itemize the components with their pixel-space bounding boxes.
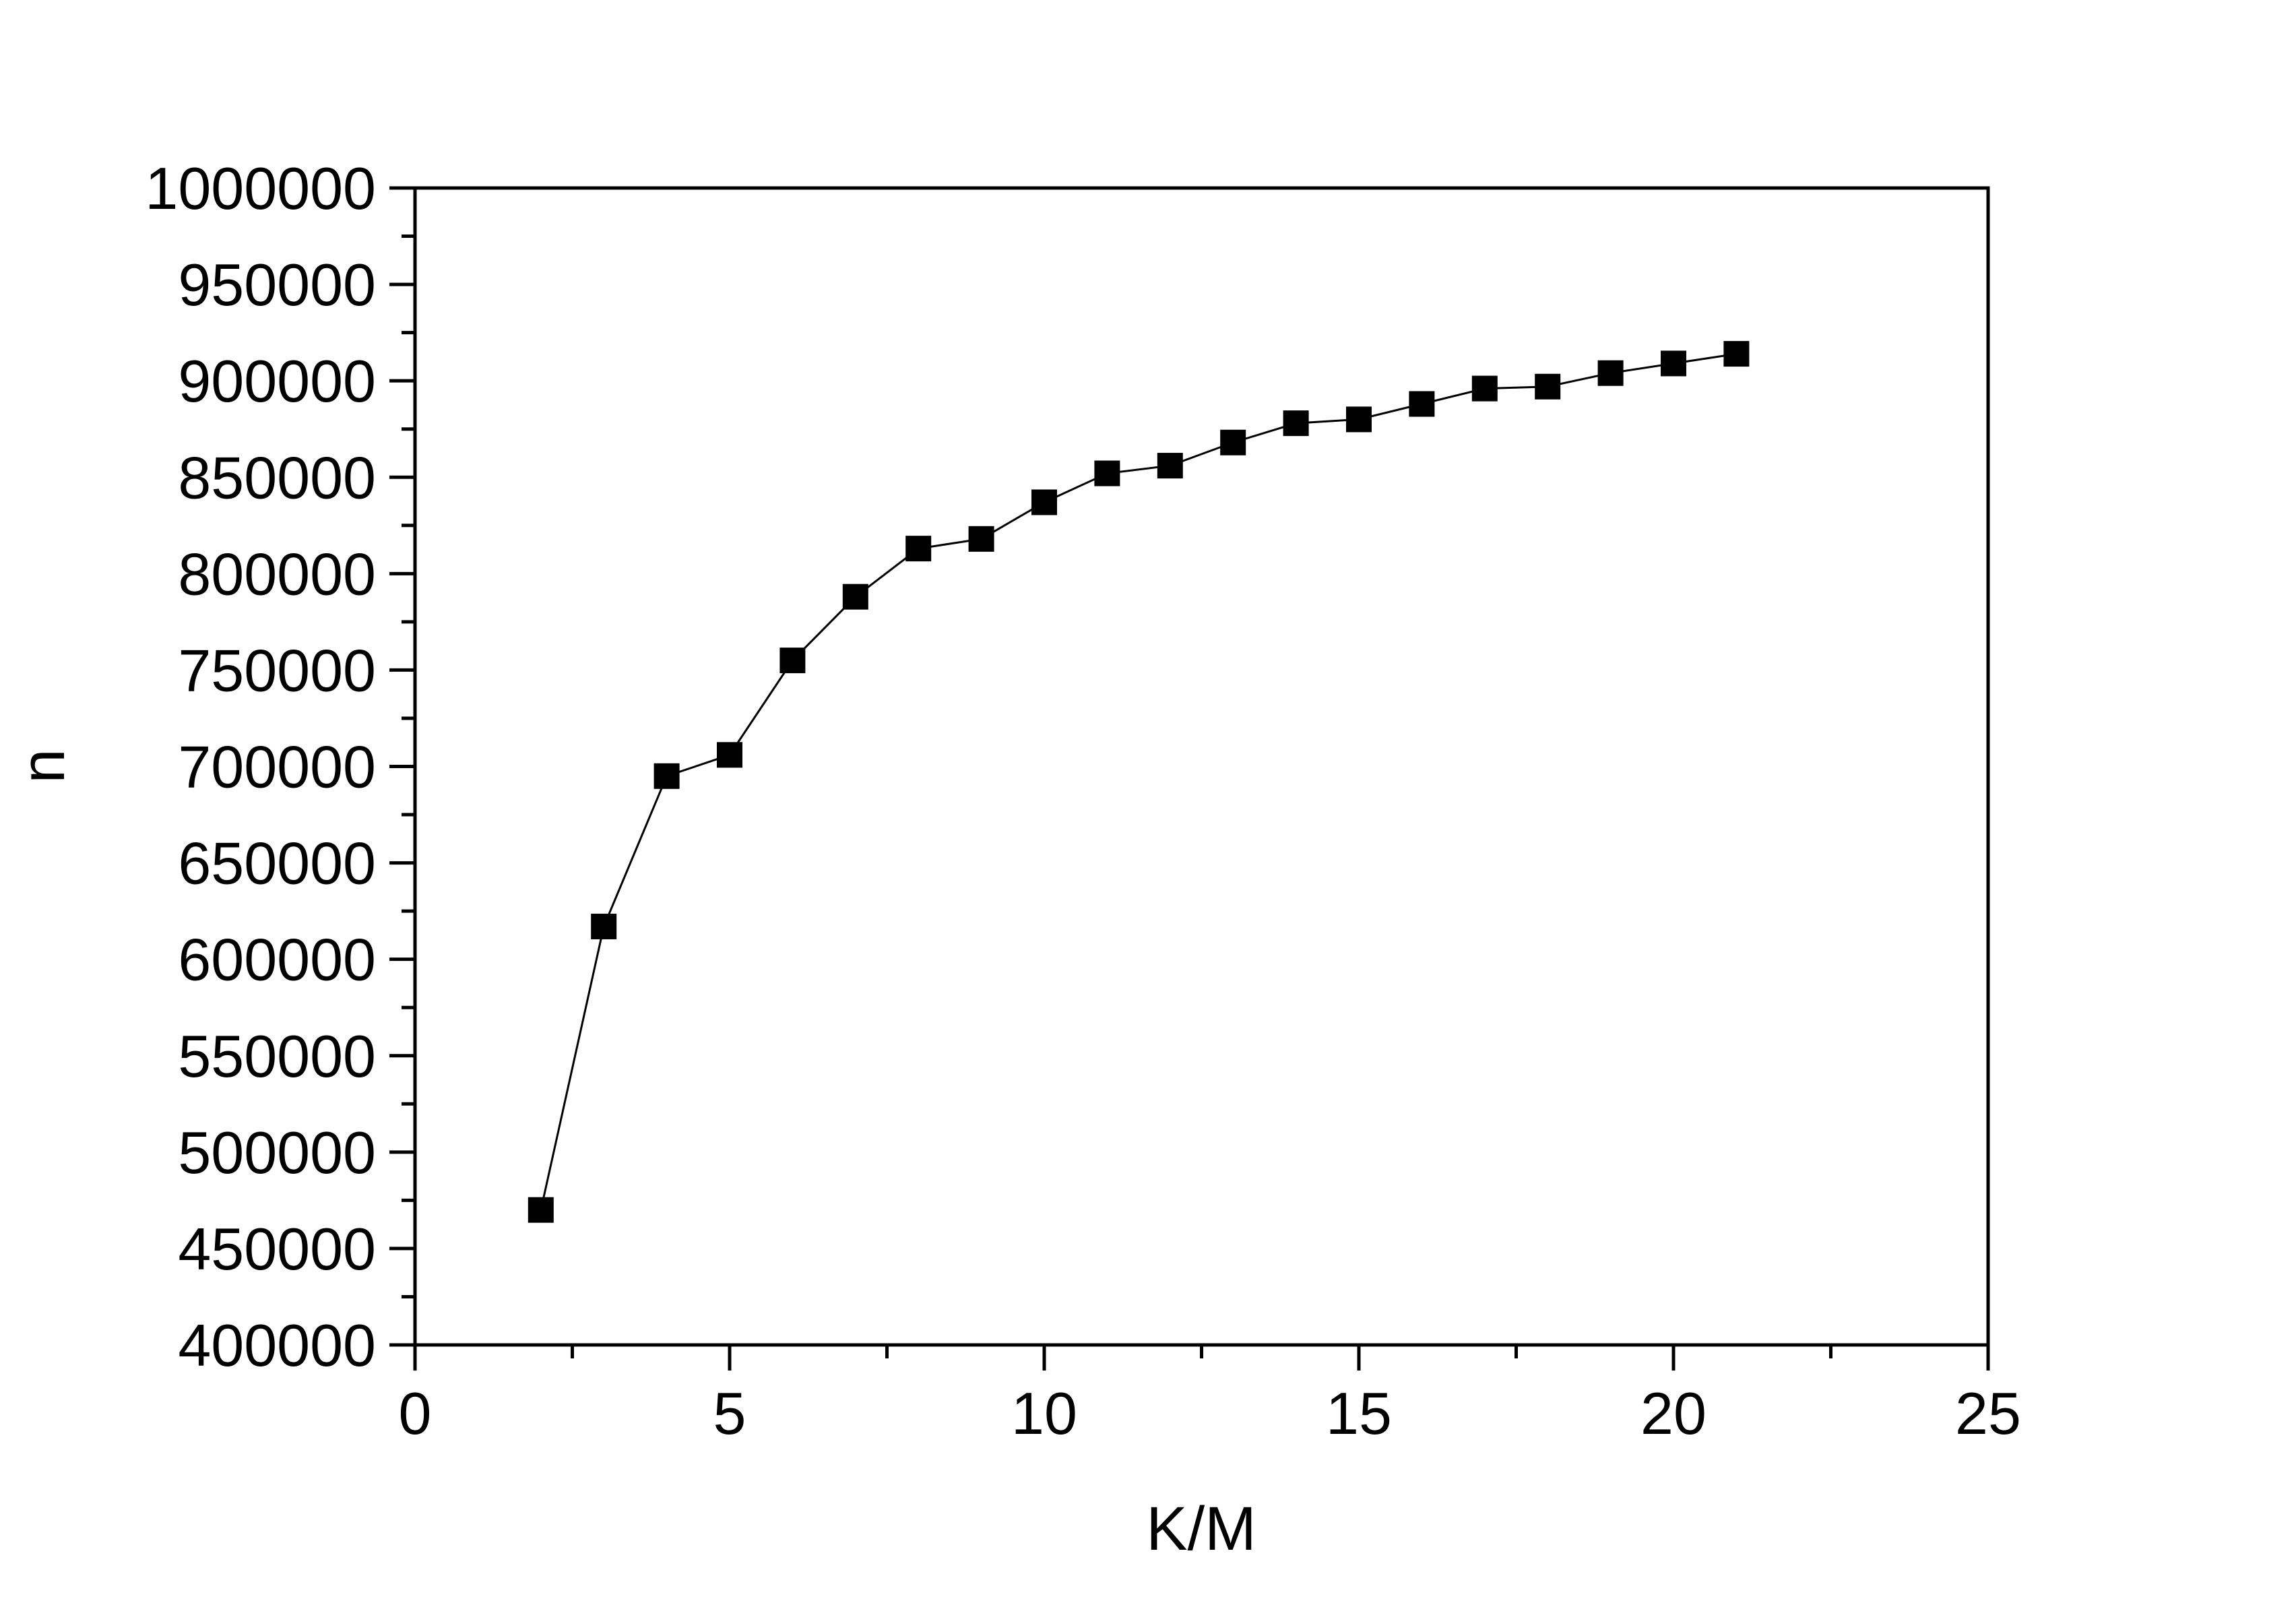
data-point-marker [591, 914, 617, 940]
data-point-marker [1031, 489, 1057, 515]
y-tick-label: 400000 [178, 1312, 376, 1379]
data-point-marker [717, 742, 742, 768]
y-tick-label: 950000 [178, 251, 376, 318]
data-point-marker [968, 526, 994, 552]
y-tick-label: 800000 [178, 540, 376, 607]
y-tick-label: 650000 [178, 830, 376, 897]
data-point-marker [1157, 453, 1183, 479]
data-point-marker [1409, 391, 1435, 417]
x-tick-label: 15 [1326, 1380, 1392, 1447]
data-point-marker [1471, 375, 1498, 402]
data-point-marker [1723, 341, 1750, 367]
data-point-marker [1535, 373, 1561, 400]
x-tick-label: 25 [1955, 1380, 2021, 1447]
x-tick-label: 20 [1640, 1380, 1707, 1447]
data-point-marker [1346, 406, 1372, 433]
y-tick-label: 700000 [178, 734, 376, 800]
x-axis: 0 5 10 15 20 25 [399, 1345, 2021, 1447]
y-tick-label: 600000 [178, 926, 376, 993]
data-point-marker [842, 584, 868, 610]
x-tick-label: 5 [713, 1380, 746, 1447]
series-markers [528, 341, 1750, 1223]
x-tick-label: 0 [399, 1380, 432, 1447]
y-tick-label: 500000 [178, 1119, 376, 1186]
data-point-marker [1094, 460, 1120, 486]
y-tick-label: 450000 [178, 1216, 376, 1282]
x-axis-title: K/M [1146, 1495, 1256, 1563]
data-point-marker [905, 536, 932, 562]
y-axis: 400000 450000 500000 550000 600000 650000 7000… [145, 155, 415, 1379]
y-tick-label: 1000000 [145, 155, 376, 222]
data-point-marker [1661, 350, 1686, 377]
y-tick-label: 750000 [178, 637, 376, 703]
y-tick-label: 550000 [178, 1023, 376, 1090]
data-point-marker [653, 763, 680, 789]
x-tick-label: 10 [1011, 1380, 1077, 1447]
y-tick-label: 900000 [178, 348, 376, 414]
series-line [540, 352, 1737, 1211]
data-point-marker [528, 1197, 554, 1223]
data-point-marker [1220, 429, 1246, 455]
data-point-marker [779, 648, 806, 674]
data-point-marker [1597, 360, 1624, 386]
data-point-marker [1283, 410, 1309, 437]
plot-frame [413, 186, 1990, 1347]
y-tick-label: 850000 [178, 444, 376, 511]
y-axis-title: n [9, 749, 77, 783]
